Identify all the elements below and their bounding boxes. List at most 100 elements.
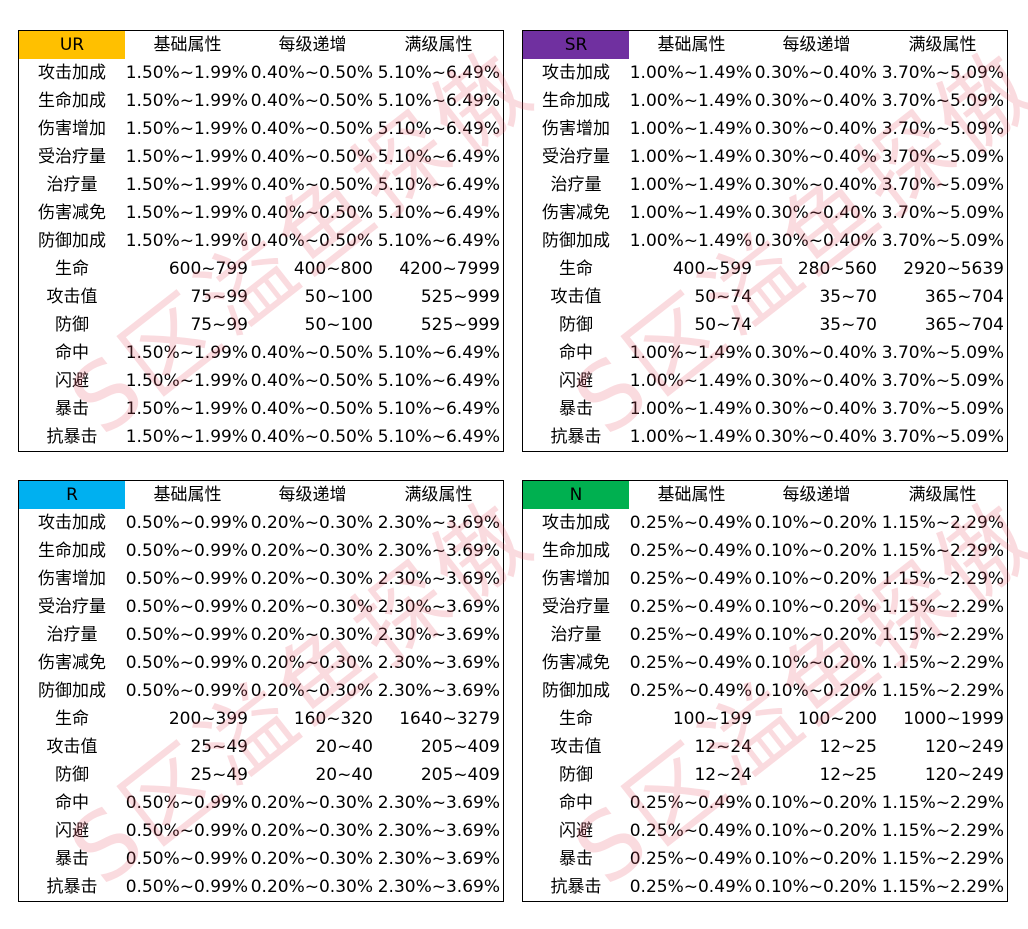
attribute-name: 生命 xyxy=(55,259,89,279)
per-level-value: 0.20%~0.30% xyxy=(250,681,373,701)
table-row: 伤害增加 1.50%~1.99% 0.40%~0.50% 5.10%~6.49% xyxy=(19,115,503,143)
max-level-value: 365~704 xyxy=(924,315,1004,335)
base-value: 25~49 xyxy=(190,765,248,785)
base-value: 0.50%~0.99% xyxy=(125,793,248,813)
max-level-value: 5.10%~6.49% xyxy=(377,175,500,195)
attribute-name: 受治疗量 xyxy=(38,147,106,167)
per-level-value: 0.30%~0.40% xyxy=(754,399,877,419)
attribute-name: 生命加成 xyxy=(38,91,106,111)
max-level-value: 205~409 xyxy=(420,765,500,785)
max-level-value: 1.15%~2.29% xyxy=(881,681,1004,701)
max-level-value: 5.10%~6.49% xyxy=(377,427,500,447)
max-level-value: 5.10%~6.49% xyxy=(377,203,500,223)
grade-badge: N xyxy=(523,481,629,509)
max-level-value: 1.15%~2.29% xyxy=(881,625,1004,645)
max-level-value: 4200~7999 xyxy=(399,259,500,279)
table-row: 攻击加成 1.50%~1.99% 0.40%~0.50% 5.10%~6.49% xyxy=(19,59,503,87)
table-row: 命中 0.25%~0.49% 0.10%~0.20% 1.15%~2.29% xyxy=(523,789,1007,817)
table-ur: UR 基础属性 每级递增 满级属性 攻击加成 1.50%~1.99% 0.40%~0.50%… xyxy=(18,30,504,452)
attribute-name: 暴击 xyxy=(55,849,89,869)
max-level-value: 2.30%~3.69% xyxy=(377,541,500,561)
table-row: 抗暴击 0.50%~0.99% 0.20%~0.30% 2.30%~3.69% xyxy=(19,873,503,901)
max-level-value: 1.15%~2.29% xyxy=(881,541,1004,561)
per-level-value: 0.30%~0.40% xyxy=(754,231,877,251)
attribute-name: 防御加成 xyxy=(38,681,106,701)
per-level-value: 12~25 xyxy=(819,737,877,757)
grade-badge: SR xyxy=(523,31,629,59)
per-level-value: 0.20%~0.30% xyxy=(250,877,373,897)
max-level-value: 2.30%~3.69% xyxy=(377,569,500,589)
base-value: 1.50%~1.99% xyxy=(125,399,248,419)
base-value: 1.50%~1.99% xyxy=(125,343,248,363)
base-value: 1.50%~1.99% xyxy=(125,63,248,83)
per-level-value: 0.40%~0.50% xyxy=(250,231,373,251)
base-value: 1.00%~1.49% xyxy=(629,63,752,83)
base-value: 50~74 xyxy=(694,287,752,307)
table-row: 防御 75~99 50~100 525~999 xyxy=(19,311,503,339)
table-row: 伤害减免 0.50%~0.99% 0.20%~0.30% 2.30%~3.69% xyxy=(19,649,503,677)
base-value: 0.25%~0.49% xyxy=(629,849,752,869)
max-level-value: 1.15%~2.29% xyxy=(881,597,1004,617)
per-level-value: 0.10%~0.20% xyxy=(754,849,877,869)
table-row: 生命 400~599 280~560 2920~5639 xyxy=(523,255,1007,283)
attribute-name: 抗暴击 xyxy=(46,427,98,447)
table-row: 受治疗量 0.25%~0.49% 0.10%~0.20% 1.15%~2.29% xyxy=(523,593,1007,621)
base-value: 0.50%~0.99% xyxy=(125,681,248,701)
base-value: 0.50%~0.99% xyxy=(125,849,248,869)
table-row: 防御 12~24 12~25 120~249 xyxy=(523,761,1007,789)
attribute-name: 生命 xyxy=(55,709,89,729)
max-level-value: 1640~3279 xyxy=(399,709,500,729)
table-row: 攻击值 75~99 50~100 525~999 xyxy=(19,283,503,311)
table-row: 攻击值 12~24 12~25 120~249 xyxy=(523,733,1007,761)
max-level-value: 120~249 xyxy=(924,737,1004,757)
table-row: 防御 25~49 20~40 205~409 xyxy=(19,761,503,789)
base-value: 600~799 xyxy=(168,259,248,279)
base-value: 1.00%~1.49% xyxy=(629,175,752,195)
column-header: 满级属性 xyxy=(908,485,977,505)
max-level-value: 525~999 xyxy=(420,315,500,335)
attribute-name: 伤害增加 xyxy=(542,569,610,589)
table-row: 抗暴击 1.00%~1.49% 0.30%~0.40% 3.70%~5.09% xyxy=(523,423,1007,451)
per-level-value: 0.20%~0.30% xyxy=(250,513,373,533)
table-row: 生命 200~399 160~320 1640~3279 xyxy=(19,705,503,733)
column-header: 基础属性 xyxy=(153,485,222,505)
attribute-name: 生命加成 xyxy=(542,91,610,111)
base-value: 75~99 xyxy=(190,287,248,307)
base-value: 1.00%~1.49% xyxy=(629,427,752,447)
base-value: 400~599 xyxy=(672,259,752,279)
attribute-name: 攻击加成 xyxy=(38,63,106,83)
max-level-value: 5.10%~6.49% xyxy=(377,343,500,363)
attribute-name: 暴击 xyxy=(559,399,593,419)
per-level-value: 35~70 xyxy=(819,315,877,335)
max-level-value: 1000~1999 xyxy=(903,709,1004,729)
table-row: 防御加成 0.25%~0.49% 0.10%~0.20% 1.15%~2.29% xyxy=(523,677,1007,705)
base-value: 1.50%~1.99% xyxy=(125,147,248,167)
per-level-value: 0.10%~0.20% xyxy=(754,541,877,561)
max-level-value: 3.70%~5.09% xyxy=(881,147,1004,167)
per-level-value: 0.40%~0.50% xyxy=(250,63,373,83)
base-value: 0.25%~0.49% xyxy=(629,793,752,813)
max-level-value: 1.15%~2.29% xyxy=(881,821,1004,841)
base-value: 100~199 xyxy=(672,709,752,729)
base-value: 1.50%~1.99% xyxy=(125,371,248,391)
per-level-value: 20~40 xyxy=(315,765,373,785)
base-value: 0.50%~0.99% xyxy=(125,541,248,561)
base-value: 1.00%~1.49% xyxy=(629,119,752,139)
attribute-name: 受治疗量 xyxy=(542,147,610,167)
attribute-name: 暴击 xyxy=(559,849,593,869)
max-level-value: 3.70%~5.09% xyxy=(881,63,1004,83)
max-level-value: 2.30%~3.69% xyxy=(377,849,500,869)
per-level-value: 0.30%~0.40% xyxy=(754,371,877,391)
base-value: 25~49 xyxy=(190,737,248,757)
per-level-value: 0.40%~0.50% xyxy=(250,119,373,139)
table-row: 治疗量 1.00%~1.49% 0.30%~0.40% 3.70%~5.09% xyxy=(523,171,1007,199)
per-level-value: 0.20%~0.30% xyxy=(250,625,373,645)
base-value: 0.50%~0.99% xyxy=(125,821,248,841)
table-row: 生命加成 0.25%~0.49% 0.10%~0.20% 1.15%~2.29% xyxy=(523,537,1007,565)
max-level-value: 5.10%~6.49% xyxy=(377,399,500,419)
base-value: 1.00%~1.49% xyxy=(629,147,752,167)
base-value: 0.50%~0.99% xyxy=(125,877,248,897)
base-value: 0.25%~0.49% xyxy=(629,625,752,645)
table-row: 受治疗量 0.50%~0.99% 0.20%~0.30% 2.30%~3.69% xyxy=(19,593,503,621)
attribute-name: 闪避 xyxy=(55,821,89,841)
